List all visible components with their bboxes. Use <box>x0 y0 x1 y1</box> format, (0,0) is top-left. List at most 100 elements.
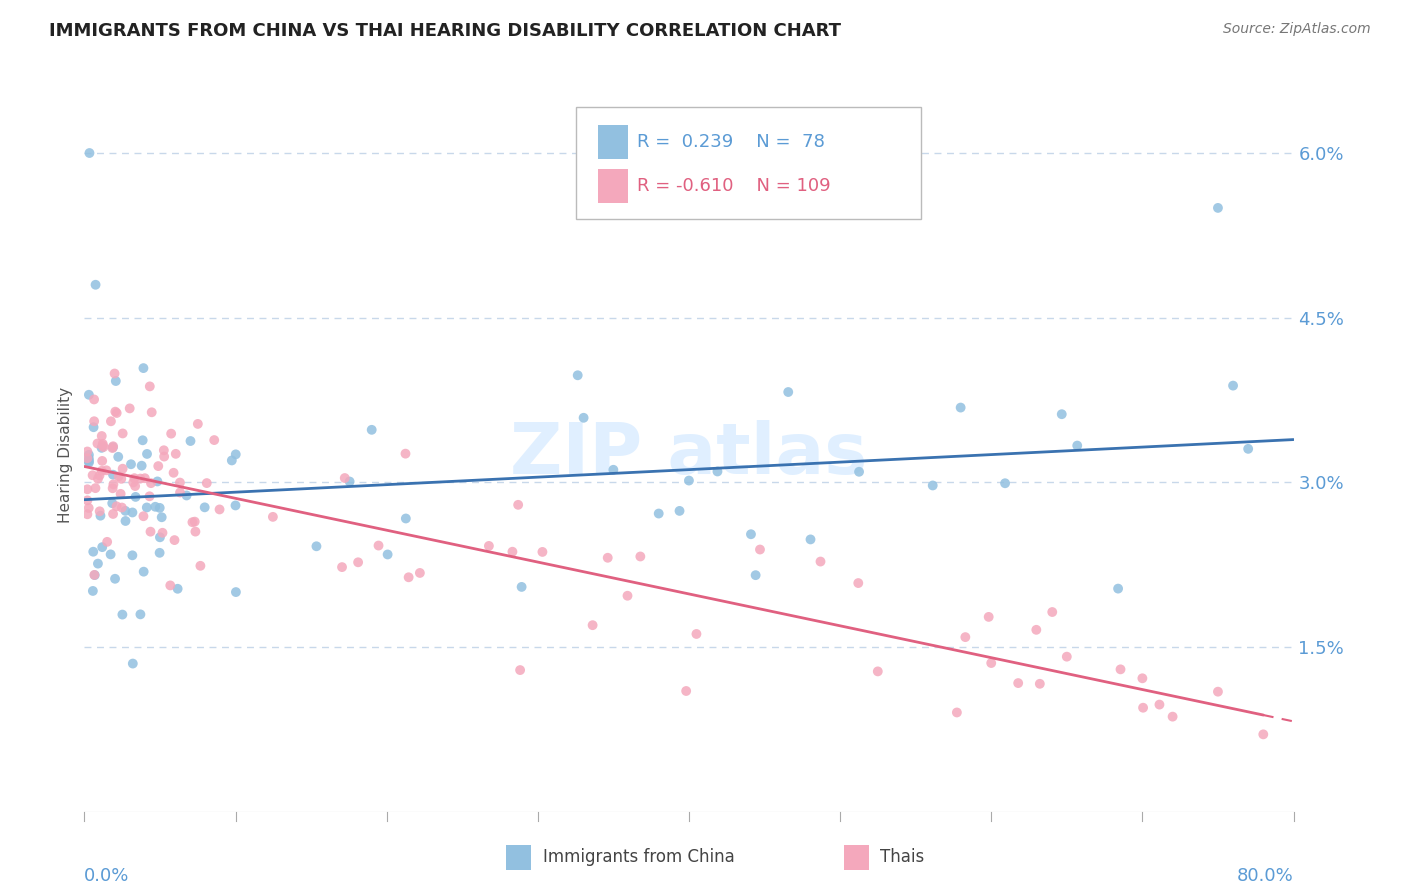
Point <box>131 434 153 448</box>
Point <box>194 500 217 515</box>
Point <box>100 414 122 428</box>
Point <box>262 509 284 524</box>
Point <box>89 508 111 523</box>
Point <box>225 585 247 599</box>
Point <box>169 485 191 500</box>
Point <box>602 463 624 477</box>
Point <box>121 549 143 563</box>
Point <box>169 475 191 490</box>
Point <box>129 472 152 486</box>
Point <box>83 568 105 582</box>
Text: Source: ZipAtlas.com: Source: ZipAtlas.com <box>1223 22 1371 37</box>
Point <box>148 459 170 474</box>
Text: R =  0.239    N =  78: R = 0.239 N = 78 <box>637 133 825 151</box>
Point <box>946 706 969 720</box>
Point <box>149 546 172 560</box>
Point <box>90 464 112 478</box>
Point <box>79 146 101 161</box>
Point <box>83 414 105 428</box>
Point <box>1206 201 1229 215</box>
Point <box>190 558 212 573</box>
Point <box>111 500 134 515</box>
Point <box>96 534 118 549</box>
Point <box>333 471 356 485</box>
Point <box>124 490 146 504</box>
Point <box>91 439 114 453</box>
Point <box>501 545 523 559</box>
Point <box>675 684 697 698</box>
Point <box>153 450 176 464</box>
Point <box>179 434 201 448</box>
Point <box>111 426 134 441</box>
Point <box>121 506 143 520</box>
Point <box>921 478 943 492</box>
Point <box>77 388 100 402</box>
Point <box>139 379 162 393</box>
Point <box>129 607 152 622</box>
Point <box>121 657 143 671</box>
Point <box>581 618 603 632</box>
Point <box>1029 677 1052 691</box>
Point <box>131 458 153 473</box>
Point <box>89 468 111 483</box>
Point <box>89 504 111 518</box>
Text: Immigrants from China: Immigrants from China <box>543 848 734 866</box>
Point <box>508 498 530 512</box>
Point <box>977 610 1000 624</box>
Point <box>949 401 972 415</box>
Point <box>76 493 98 508</box>
Point <box>149 530 172 544</box>
Point <box>567 368 589 383</box>
Point <box>146 475 169 489</box>
Point <box>846 576 869 591</box>
Point <box>101 496 124 510</box>
Point <box>184 524 207 539</box>
Point <box>101 440 124 454</box>
Point <box>124 479 146 493</box>
Point <box>107 469 129 483</box>
Point <box>136 447 159 461</box>
Point <box>134 471 156 485</box>
Point <box>103 477 125 491</box>
Point <box>118 401 141 416</box>
Point <box>82 583 104 598</box>
Point <box>668 504 690 518</box>
Point <box>124 471 146 485</box>
Point <box>105 500 128 514</box>
Point <box>330 560 353 574</box>
Point <box>749 542 772 557</box>
Point <box>678 474 700 488</box>
Point <box>83 568 105 582</box>
Point <box>395 511 418 525</box>
Point <box>101 441 124 455</box>
Point <box>87 557 110 571</box>
Point <box>685 627 707 641</box>
Point <box>84 277 107 292</box>
Point <box>994 476 1017 491</box>
Point <box>1222 378 1244 392</box>
Point <box>104 572 127 586</box>
Point <box>82 468 104 483</box>
Point <box>120 457 142 471</box>
Point <box>111 607 134 622</box>
Point <box>100 548 122 562</box>
Point <box>509 663 531 677</box>
Point <box>1107 582 1129 596</box>
Point <box>152 525 174 540</box>
Point <box>1132 700 1154 714</box>
Point <box>1066 439 1088 453</box>
Point <box>77 456 100 470</box>
Point <box>866 665 889 679</box>
Point <box>76 483 98 497</box>
Point <box>740 527 762 541</box>
Point <box>163 533 186 547</box>
Point <box>183 515 205 529</box>
Point <box>114 504 136 518</box>
Point <box>132 361 155 376</box>
Point <box>159 578 181 592</box>
Point <box>114 514 136 528</box>
Text: R = -0.610    N = 109: R = -0.610 N = 109 <box>637 178 831 195</box>
Point <box>181 515 204 529</box>
Point <box>848 465 870 479</box>
Point <box>96 463 118 477</box>
